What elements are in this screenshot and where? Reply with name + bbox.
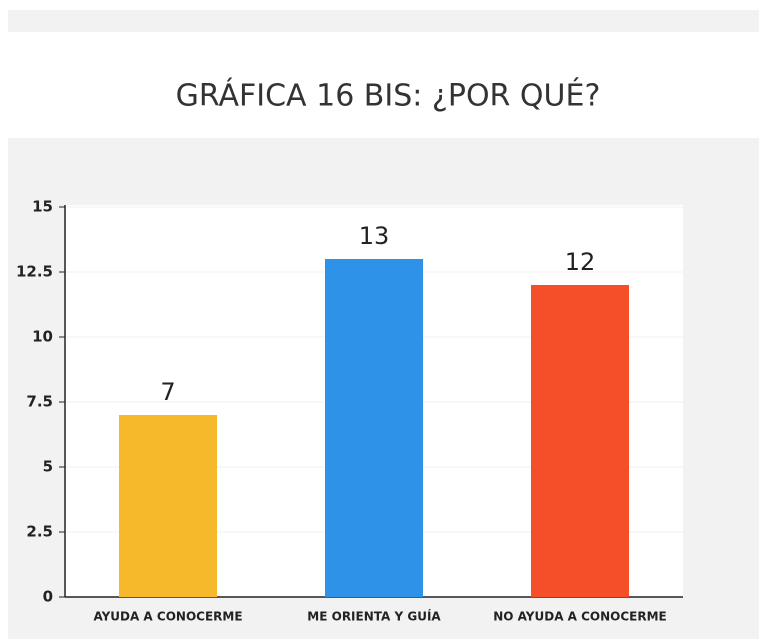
chart-title: GRÁFICA 16 BIS: ¿POR QUÉ? [176, 78, 601, 114]
bar [325, 259, 423, 597]
data-label: 13 [359, 222, 390, 250]
y-tick-label: 15 [32, 198, 53, 216]
y-tick-label: 5 [43, 458, 53, 476]
y-tick-label: 12.5 [16, 263, 53, 281]
bar [531, 285, 629, 597]
y-tick-label: 0 [43, 588, 53, 606]
y-tick-label: 7.5 [26, 393, 53, 411]
top-strip [8, 10, 759, 32]
y-tick-label: 2.5 [26, 523, 53, 541]
x-tick-label: NO AYUDA A CONOCERME [493, 610, 667, 624]
y-tick-label: 10 [32, 328, 53, 346]
bar [119, 415, 217, 597]
data-label: 12 [565, 248, 596, 276]
data-label: 7 [160, 378, 175, 406]
x-tick-label: AYUDA A CONOCERME [93, 610, 242, 624]
x-tick-label: ME ORIENTA Y GUÍA [307, 609, 441, 624]
